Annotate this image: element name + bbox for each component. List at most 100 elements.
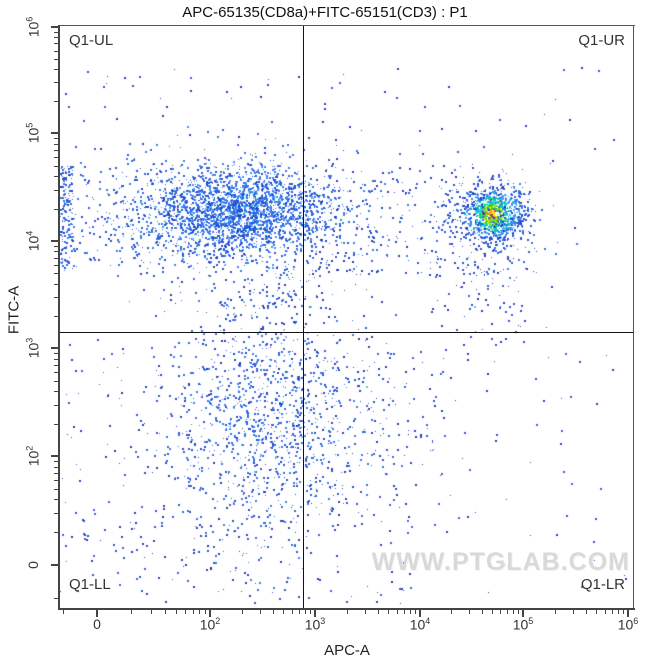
- y-axis-minor-tick: [54, 189, 58, 191]
- x-axis-major-tick: [419, 610, 421, 617]
- y-axis-minor-tick: [54, 264, 58, 266]
- x-axis-minor-tick: [131, 610, 132, 614]
- x-axis-tick-label: 104: [409, 616, 431, 633]
- x-axis-minor-tick: [176, 610, 177, 614]
- x-axis-label: APC-A: [324, 642, 370, 659]
- x-axis-major-tick: [209, 610, 211, 617]
- y-axis-minor-tick: [54, 31, 58, 33]
- x-axis-minor-tick: [518, 610, 520, 614]
- y-axis-minor-tick: [54, 165, 58, 167]
- x-axis-minor-tick: [310, 610, 312, 614]
- y-axis-minor-tick: [54, 391, 58, 392]
- plot-title: APC-65135(CD8a)+FITC-65151(CD3) : P1: [182, 4, 468, 21]
- quadrant-label-lr: Q1-LR: [580, 576, 625, 593]
- x-axis-minor-tick: [184, 610, 186, 614]
- quadrant-gate-vertical-line: [303, 26, 304, 608]
- y-axis-minor-tick: [54, 352, 58, 354]
- x-axis-minor-tick: [415, 610, 417, 614]
- y-axis-minor-tick: [54, 315, 58, 317]
- y-axis-minor-tick: [54, 58, 58, 60]
- y-axis-minor-tick: [54, 143, 58, 145]
- y-axis-minor-tick: [54, 176, 58, 177]
- y-axis-tick-label: 105: [24, 122, 42, 144]
- y-axis-minor-tick: [54, 480, 58, 482]
- x-axis-minor-tick: [492, 610, 493, 614]
- x-axis-minor-tick: [260, 610, 262, 614]
- x-axis-minor-tick: [403, 610, 405, 614]
- y-axis-minor-tick: [54, 499, 58, 501]
- y-axis-minor-tick: [54, 149, 58, 151]
- x-axis-minor-tick: [150, 610, 152, 614]
- y-axis-minor-tick: [54, 82, 58, 84]
- y-axis-minor-tick: [54, 488, 58, 490]
- x-axis-minor-tick: [365, 610, 367, 614]
- y-axis-minor-tick: [54, 461, 58, 462]
- quadrant-label-ul: Q1-UL: [69, 32, 114, 49]
- x-axis-major-tick: [314, 610, 316, 617]
- x-axis-minor-tick: [63, 610, 64, 614]
- x-axis-line: [58, 608, 635, 610]
- quadrant-gate-horizontal-line: [60, 332, 633, 333]
- y-axis-major-tick: [51, 26, 58, 28]
- y-axis-minor-tick: [54, 273, 58, 275]
- dot-plot-canvas: [60, 26, 633, 608]
- plot-area: Q1-UL Q1-UR Q1-LL Q1-LR WWW.PTGLAB.COM A…: [6, 17, 639, 659]
- x-axis-minor-tick: [469, 610, 471, 614]
- x-axis-tick-label: 106: [617, 616, 639, 633]
- x-axis-minor-tick: [204, 610, 206, 614]
- x-axis-minor-tick: [378, 610, 380, 614]
- x-axis-tick-label: 103: [304, 616, 326, 633]
- y-axis-tick-label: 102: [24, 445, 42, 467]
- y-axis-minor-tick: [54, 296, 58, 298]
- y-axis-minor-tick: [54, 423, 58, 425]
- y-axis-minor-tick: [54, 101, 58, 103]
- x-axis-major-tick: [522, 610, 524, 617]
- y-axis-minor-tick: [54, 283, 58, 285]
- x-axis-minor-tick: [623, 610, 625, 614]
- y-axis-tick-label: 0: [25, 561, 41, 569]
- x-axis-minor-tick: [298, 610, 300, 614]
- y-axis-minor-tick: [54, 364, 58, 366]
- y-axis-minor-tick: [54, 50, 58, 52]
- x-axis-minor-tick: [500, 610, 502, 614]
- x-axis-minor-tick: [283, 610, 285, 614]
- plot-border-right: [633, 25, 634, 610]
- y-axis-minor-tick: [54, 372, 58, 373]
- y-axis-minor-tick: [54, 137, 58, 139]
- y-axis-minor-tick: [54, 532, 58, 534]
- x-axis-tick-label: 0: [93, 616, 101, 632]
- x-axis-minor-tick: [451, 610, 452, 614]
- x-axis-minor-tick: [199, 610, 200, 614]
- x-axis-minor-tick: [507, 610, 508, 614]
- x-axis-minor-tick: [165, 610, 166, 614]
- y-axis-minor-tick: [54, 251, 58, 253]
- x-axis-minor-tick: [586, 610, 588, 614]
- y-axis-minor-tick: [54, 208, 58, 210]
- x-axis-minor-tick: [241, 610, 243, 614]
- watermark: WWW.PTGLAB.COM: [371, 548, 630, 576]
- x-axis-minor-tick: [304, 610, 306, 614]
- x-axis-tick-label: 105: [512, 616, 534, 633]
- y-axis-minor-tick: [54, 37, 58, 39]
- y-axis-minor-tick: [54, 404, 58, 406]
- x-axis-tick-label: 102: [199, 616, 221, 633]
- y-axis-tick-label: 103: [24, 337, 42, 359]
- x-axis-minor-tick: [482, 610, 483, 614]
- y-axis-line: [58, 25, 60, 610]
- y-axis-minor-tick: [54, 358, 58, 360]
- y-axis-tick-label: 104: [24, 230, 42, 252]
- x-axis-minor-tick: [617, 610, 619, 614]
- y-axis-label: FITC-A: [5, 285, 23, 335]
- y-axis-minor-tick: [54, 157, 58, 158]
- y-axis-minor-tick: [54, 43, 58, 45]
- y-axis-major-tick: [51, 455, 58, 457]
- x-axis-major-tick: [96, 610, 98, 617]
- x-axis-minor-tick: [396, 610, 398, 614]
- x-axis-minor-tick: [409, 610, 411, 614]
- y-axis-major-tick: [51, 240, 58, 242]
- x-axis-minor-tick: [573, 610, 575, 614]
- y-axis-major-tick: [51, 564, 58, 566]
- x-axis-major-tick: [627, 610, 629, 617]
- y-axis-minor-tick: [54, 513, 58, 514]
